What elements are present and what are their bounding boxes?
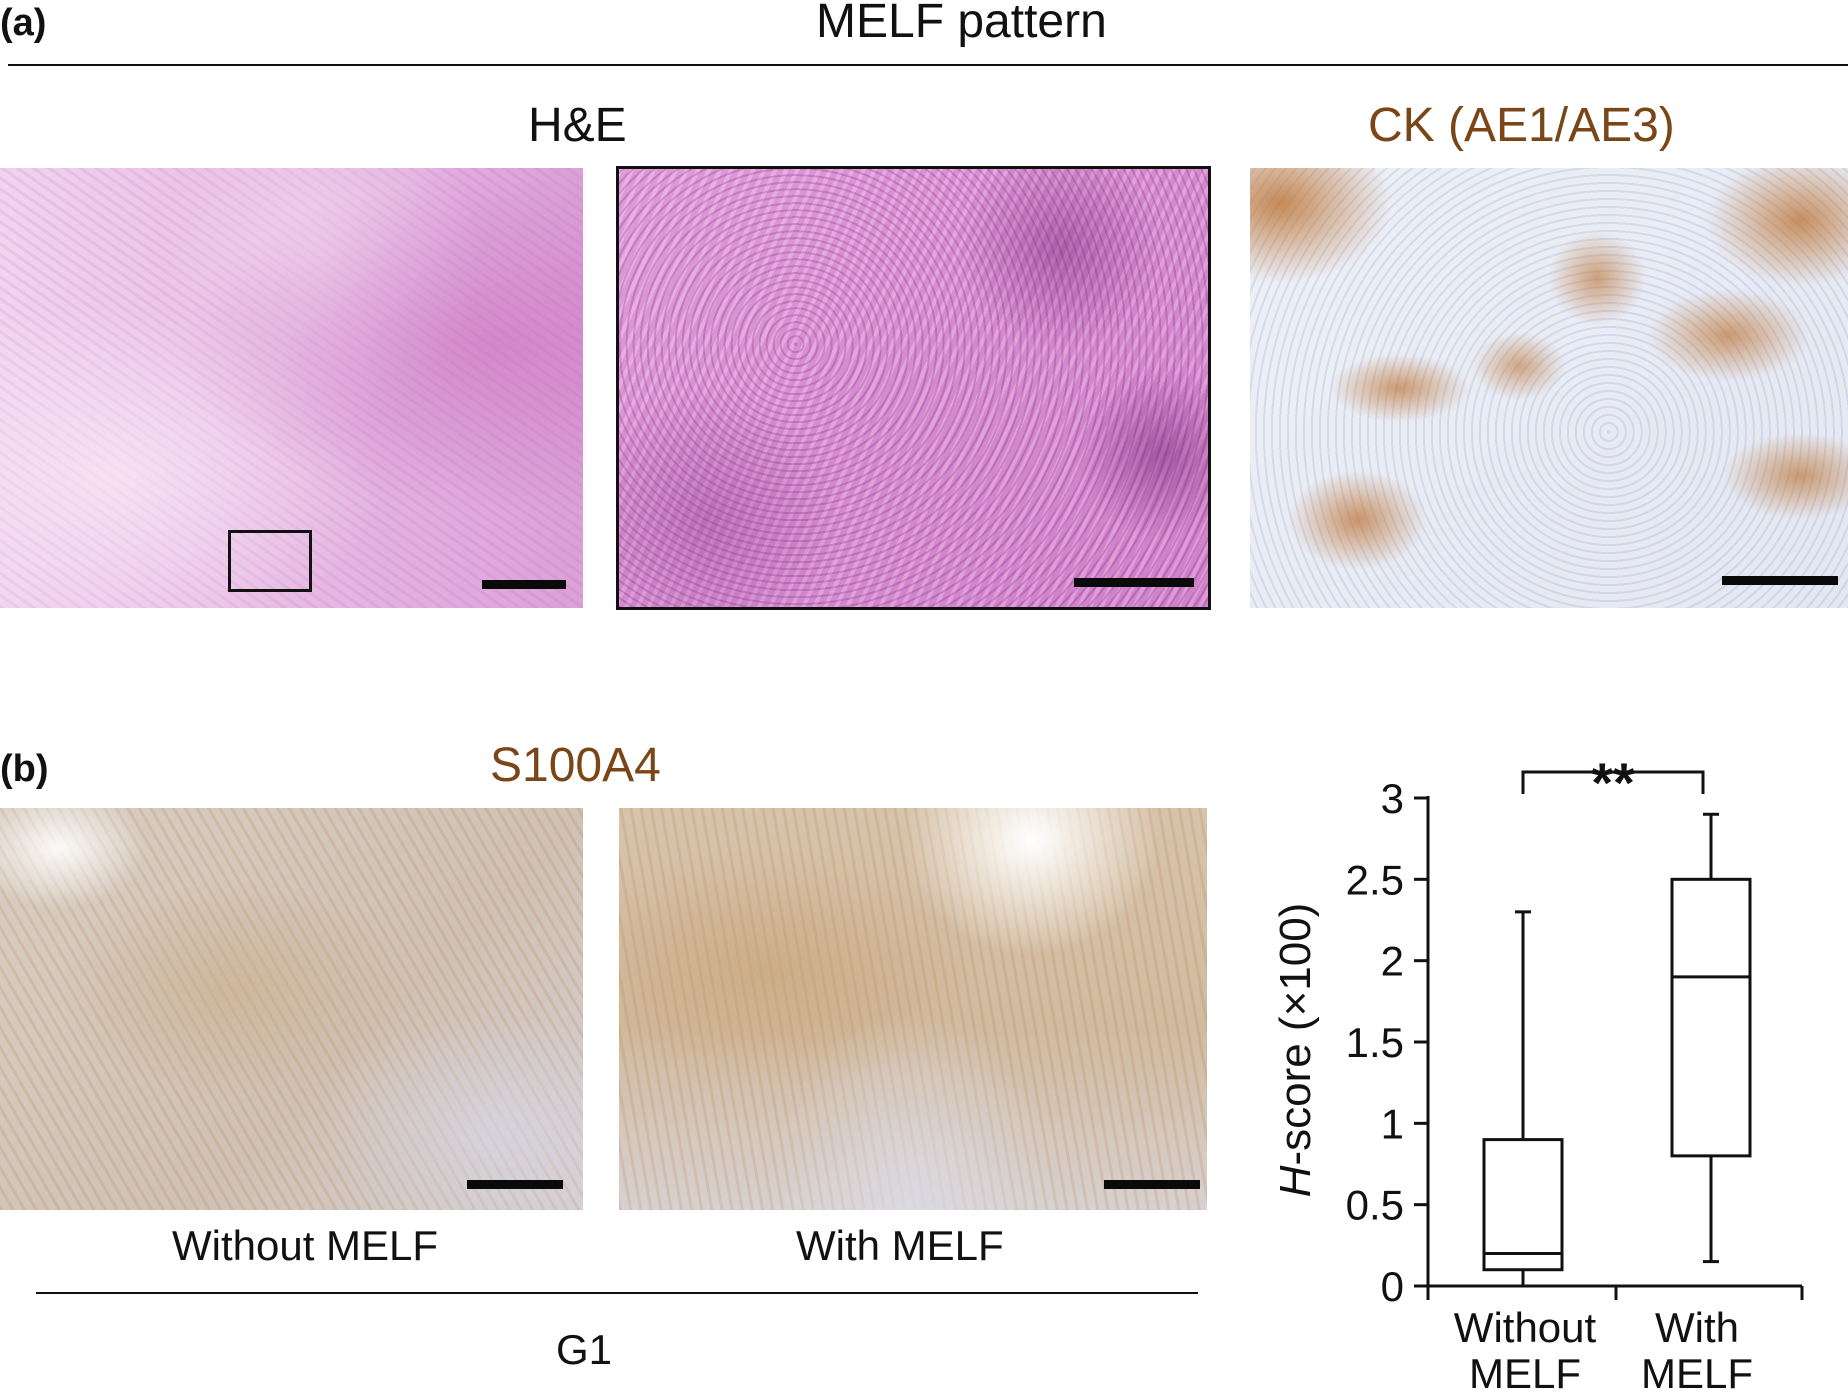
roi-box [228, 530, 312, 592]
y-tick-label: 2.5 [1346, 856, 1404, 903]
he-low-magnification-image [0, 168, 583, 608]
box [1670, 877, 1752, 1158]
scale-bar [482, 580, 566, 589]
panel-a-title: MELF pattern [816, 0, 1107, 48]
x-tick-label: MELF [1469, 1350, 1581, 1395]
caption-with-melf: With MELF [796, 1222, 1004, 1269]
ck-title: CK (AE1/AE3) [1368, 99, 1675, 152]
box [1482, 1138, 1564, 1272]
panel-a-title-rule [8, 64, 1848, 66]
he-high-magnification-image [616, 166, 1211, 610]
y-tick-label: 1 [1381, 1100, 1404, 1147]
y-tick-label: 0.5 [1346, 1182, 1404, 1229]
scale-bar [1722, 576, 1838, 585]
s100a4-title: S100A4 [490, 739, 661, 792]
significance-stars: ** [1591, 751, 1635, 814]
x-tick-label: Without [1454, 1304, 1597, 1351]
group-rule [36, 1292, 1198, 1294]
y-tick-label: 3 [1381, 775, 1404, 822]
h-score-boxplot: H-score (×100) 00.511.522.53 ** WithoutM… [1271, 751, 1804, 1395]
x-tick-label: MELF [1641, 1350, 1753, 1395]
s100a4-with-melf-image [619, 808, 1207, 1210]
y-tick-label: 2 [1381, 938, 1404, 985]
y-axis-title: H-score (×100) [1271, 903, 1320, 1198]
significance-bracket [1521, 770, 1705, 794]
svg-text:H-score (×100): H-score (×100) [1271, 903, 1320, 1198]
scale-bar [1074, 578, 1194, 587]
y-tick-label: 0 [1381, 1263, 1404, 1310]
scale-bar [467, 1180, 563, 1189]
s100a4-without-melf-image [0, 808, 583, 1210]
ck-ihc-image [1250, 168, 1848, 608]
panel-a-label: (a) [0, 2, 47, 44]
x-tick-label: With [1655, 1304, 1739, 1351]
panel-b-label: (b) [0, 748, 49, 790]
scale-bar [1104, 1180, 1200, 1189]
group-label: G1 [556, 1326, 613, 1373]
he-title: H&E [528, 99, 627, 152]
caption-without-melf: Without MELF [172, 1222, 439, 1269]
y-tick-label: 1.5 [1346, 1019, 1404, 1066]
